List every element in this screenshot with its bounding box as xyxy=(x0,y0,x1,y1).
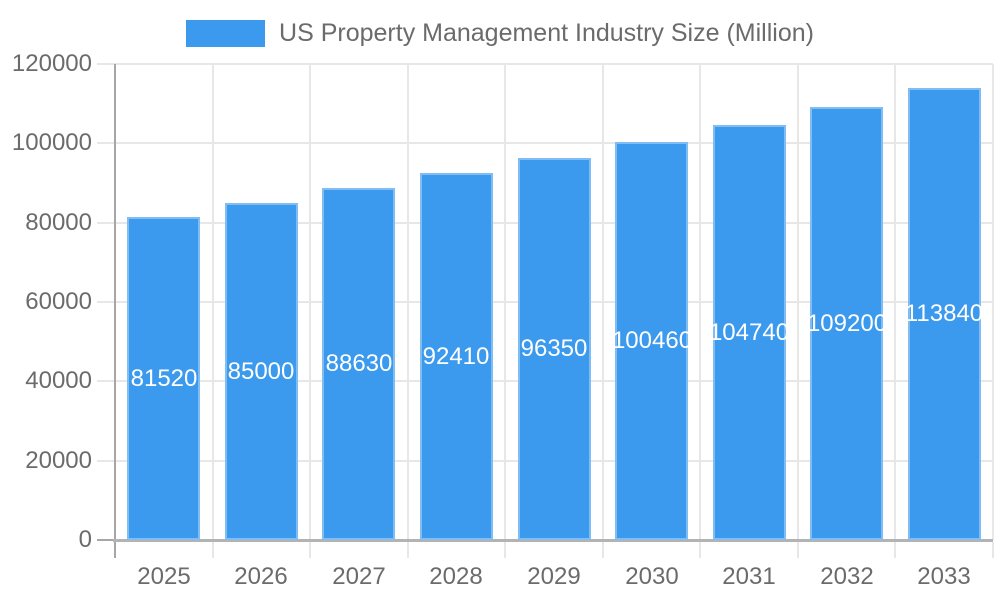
bar-value-label: 85000 xyxy=(227,358,295,385)
bar-value-label: 81520 xyxy=(130,365,198,392)
bar-value-label: 92410 xyxy=(422,343,490,370)
x-axis-tick-label: 2031 xyxy=(722,563,776,590)
x-gridline xyxy=(407,64,409,540)
y-tick-mark xyxy=(97,142,115,144)
x-axis-tick-label: 2027 xyxy=(332,563,386,590)
y-tick-mark xyxy=(97,222,115,224)
y-axis-tick-label: 80000 xyxy=(25,209,92,236)
y-axis-tick-label: 120000 xyxy=(11,50,92,77)
bar-value-label: 113840 xyxy=(904,300,984,327)
bar-2025[interactable] xyxy=(127,217,200,540)
bar-value-label: 88630 xyxy=(325,350,393,377)
y-tick-mark xyxy=(97,460,115,462)
y-axis-tick-label: 40000 xyxy=(25,367,92,394)
x-tick-mark xyxy=(894,542,896,558)
x-gridline xyxy=(992,64,994,540)
bar-value-label: 96350 xyxy=(520,335,588,362)
x-gridline xyxy=(504,64,506,540)
x-axis-tick-label: 2030 xyxy=(625,563,679,590)
y-axis-tick-label: 60000 xyxy=(25,288,92,315)
bar-2029[interactable] xyxy=(518,158,591,540)
bar-value-label: 104740 xyxy=(708,319,790,346)
x-tick-mark xyxy=(699,542,701,558)
y-axis-tick-label: 0 xyxy=(78,526,92,553)
x-axis-tick-label: 2029 xyxy=(527,563,581,590)
x-tick-mark xyxy=(407,542,409,558)
y-gridline xyxy=(115,142,993,144)
x-gridline xyxy=(894,64,896,540)
y-tick-mark xyxy=(97,301,115,303)
x-gridline xyxy=(797,64,799,540)
bar-2027[interactable] xyxy=(322,188,395,540)
x-axis-tick-label: 2026 xyxy=(234,563,288,590)
x-gridline xyxy=(699,64,701,540)
x-tick-mark xyxy=(504,542,506,558)
bar-2028[interactable] xyxy=(420,173,493,540)
x-tick-mark xyxy=(797,542,799,558)
bar-2032[interactable] xyxy=(810,107,883,540)
x-gridline xyxy=(212,64,214,540)
legend-label[interactable]: US Property Management Industry Size (Mi… xyxy=(279,19,814,47)
x-axis-tick-label: 2032 xyxy=(820,563,874,590)
chart-legend[interactable]: US Property Management Industry Size (Mi… xyxy=(0,18,1000,48)
bar-2030[interactable] xyxy=(615,142,688,540)
x-axis-line xyxy=(113,539,993,542)
x-axis-tick-label: 2033 xyxy=(917,563,971,590)
y-tick-mark xyxy=(97,380,115,382)
x-axis-tick-label: 2028 xyxy=(429,563,483,590)
y-gridline xyxy=(115,63,993,65)
y-axis-tick-label: 100000 xyxy=(11,129,92,156)
x-gridline xyxy=(309,64,311,540)
y-tick-mark xyxy=(97,63,115,65)
x-tick-mark xyxy=(309,542,311,558)
bar-value-label: 100460 xyxy=(611,327,693,354)
bar-2033[interactable] xyxy=(908,88,981,540)
y-tick-mark xyxy=(97,539,115,541)
x-tick-mark xyxy=(212,542,214,558)
bar-2026[interactable] xyxy=(225,203,298,540)
x-tick-mark xyxy=(992,542,994,558)
bar-value-label: 109200 xyxy=(806,310,888,337)
x-gridline xyxy=(602,64,604,540)
y-axis-line xyxy=(114,64,116,558)
x-tick-mark xyxy=(602,542,604,558)
legend-swatch[interactable] xyxy=(186,19,266,47)
y-axis-tick-label: 20000 xyxy=(25,447,92,474)
x-axis-tick-label: 2025 xyxy=(137,563,191,590)
bar-2031[interactable] xyxy=(713,125,786,540)
